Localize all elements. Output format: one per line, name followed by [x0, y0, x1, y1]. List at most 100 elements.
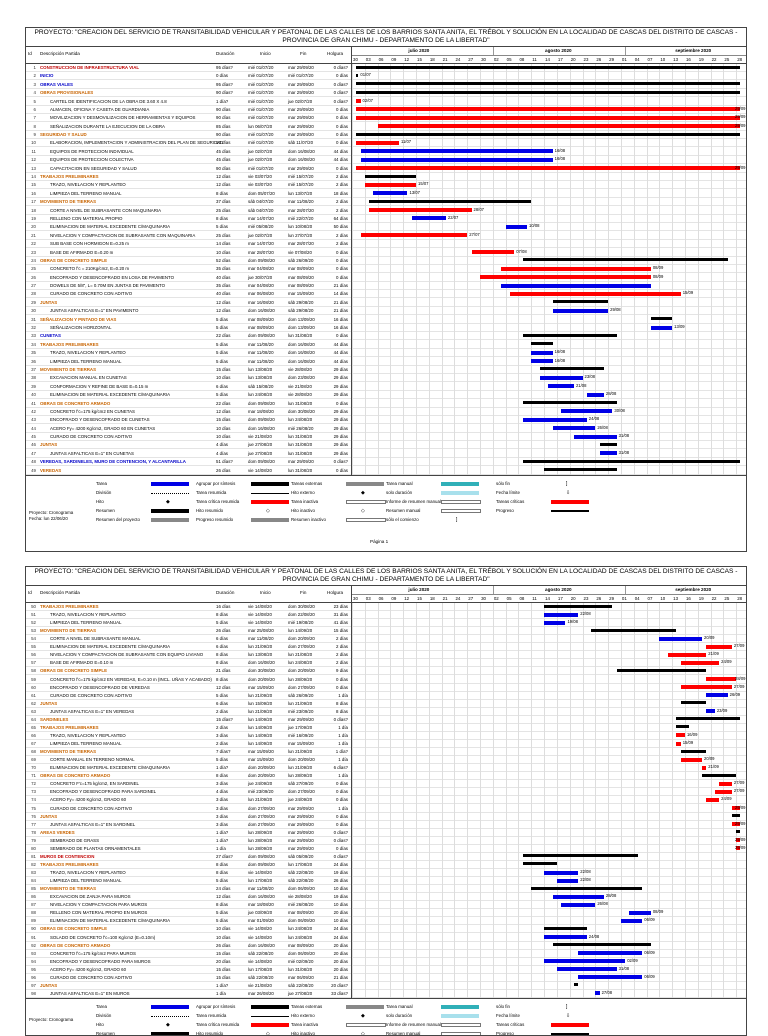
- gantt-bar[interactable]: [736, 838, 741, 843]
- task-row[interactable]: 20 ELIMINACION DE MATERIAL EXCEDENTE C/MA…: [26, 223, 746, 232]
- task-row[interactable]: 40 ELIMINACION DE MATERIAL EXCEDENTE C/MA…: [26, 391, 746, 400]
- task-row[interactable]: 86 EXCAVACION DE ZANJA PARA MUROS 12 días d…: [26, 893, 746, 902]
- task-row[interactable]: 8 SEÑALIZACION DURANTE LA EJECUCION DE LA…: [26, 123, 746, 131]
- task-row[interactable]: 21 NIVELACION Y COMPACTACION DE SUBRASANT…: [26, 232, 746, 240]
- gantt-bar[interactable]: [356, 107, 741, 112]
- gantt-bar[interactable]: [731, 806, 741, 811]
- task-row[interactable]: 84 LIMPIEZA DEL TERRENO MANUAL 5 días lun 1…: [26, 877, 746, 886]
- gantt-bar[interactable]: [360, 149, 553, 154]
- task-row[interactable]: 6 ALMACEN, OFICINA Y CASETA DE GUARDIANIA…: [26, 106, 746, 114]
- task-row[interactable]: 96 CURADO DE CONCRETO CON ADITIVO 15 días s…: [26, 974, 746, 982]
- gantt-bar[interactable]: [599, 451, 617, 456]
- task-row[interactable]: 13 CAPACITACION EN SEGURIDAD Y SALUD 90 dí…: [26, 165, 746, 173]
- task-row[interactable]: 53 MOVIMIENTO DE TIERRAS 26 días mar 25/08/…: [26, 627, 746, 636]
- gantt-bar[interactable]: [620, 918, 643, 923]
- task-row[interactable]: 78 AREAS VERDES 1 día? lun 28/09/20 mar 29/0…: [26, 829, 746, 837]
- task-row[interactable]: 39 CONFORMACION Y REFINE DE BASE E=0.15 m…: [26, 383, 746, 391]
- gantt-bar[interactable]: [706, 797, 720, 802]
- task-row[interactable]: 57 BASE DE AFIRMADO E=0.10 m 8 días dom 16/…: [26, 659, 746, 668]
- task-row[interactable]: 49 VEREDAS 26 días vie 14/08/20 lun 31/08/20…: [26, 467, 746, 475]
- task-row[interactable]: 66 TRAZO, NIVELACION Y REPLANTEO 3 días lun…: [26, 732, 746, 740]
- gantt-bar[interactable]: [680, 757, 703, 762]
- task-row[interactable]: 59 CONCRETO f'c=175 kg/cm2 EN VEREDAS, E=…: [26, 676, 746, 684]
- task-row[interactable]: 72 CONCRETO F'c=175 kg/cm2, EN SARDINEL 3 …: [26, 780, 746, 789]
- task-row[interactable]: 67 LIMPIEZA DEL TERRENO MANUAL 2 días lun 1…: [26, 740, 746, 749]
- task-row[interactable]: 92 OBRAS DE CONCRETO ARMADO 26 días dom 16/…: [26, 942, 746, 950]
- gantt-bar[interactable]: [706, 677, 737, 682]
- task-row[interactable]: 24 OBRAS DE CONCRETO SIMPLE 52 días dom 09/…: [26, 257, 746, 265]
- gantt-bar[interactable]: [471, 250, 515, 255]
- gantt-bar[interactable]: [599, 442, 617, 446]
- task-row[interactable]: 56 NIVELACION Y COMPACTACION DE SUBRASANT…: [26, 651, 746, 660]
- task-row[interactable]: 30 JUNTAS ASFALTICAS E=1" EN PAVIMENTO 12 …: [26, 307, 746, 316]
- task-row[interactable]: 26 ENCOFRADO Y DESENCOFRADO EN LOSA DE PA…: [26, 274, 746, 282]
- task-row[interactable]: 88 RELLENO CON MATERIAL PROPIO EN MUROS 5 …: [26, 909, 746, 918]
- task-row[interactable]: 55 ELIMINACION DE MATERIAL EXCEDENTE C/MA…: [26, 643, 746, 652]
- task-row[interactable]: 47 JUNTAS ASFALTICAS E=1" EN CUNETAS 4 día…: [26, 450, 746, 458]
- task-row[interactable]: 70 ELIMINACION DE MATERIAL EXCEDENTE C/MA…: [26, 764, 746, 773]
- gantt-bar[interactable]: [680, 685, 732, 690]
- task-row[interactable]: 61 CURADO DE CONCRETO CON ADITIVO 5 días lu…: [26, 692, 746, 700]
- task-row[interactable]: 5 CARTEL DE IDENTIFICACION DE LA OBRA DE …: [26, 98, 746, 106]
- gantt-bar[interactable]: [356, 140, 399, 145]
- gantt-bar[interactable]: [552, 300, 609, 304]
- task-row[interactable]: 74 ACERO Fy= 4200 Kg/cm2, GRADO 60 3 días l…: [26, 796, 746, 805]
- gantt-bar[interactable]: [522, 258, 728, 262]
- gantt-bar[interactable]: [356, 99, 361, 104]
- task-row[interactable]: 31 SEÑALIZACION Y PINTADO DE VIAS 5 días ma…: [26, 316, 746, 324]
- task-row[interactable]: 80 SEMBRADO DE PLANTAS ORNAMENTALES 1 día l…: [26, 845, 746, 853]
- gantt-bar[interactable]: [501, 283, 651, 288]
- gantt-bar[interactable]: [706, 693, 728, 698]
- task-row[interactable]: 36 LIMPIEZA DEL TERRENO MANUAL 5 días mar 1…: [26, 358, 746, 366]
- task-row[interactable]: 52 LIMPIEZA DEL TERRENO MANUAL 5 días vie 1…: [26, 619, 746, 628]
- task-row[interactable]: 44 ACERO Fy= 4200 Kg/cm2, GRADO 60 EN CUN…: [26, 425, 746, 433]
- gantt-bar[interactable]: [356, 65, 741, 69]
- gantt-bar[interactable]: [650, 317, 673, 321]
- task-row[interactable]: 95 ACERO Fy= 4200 Kg/cm2, GRADO 60 15 días…: [26, 966, 746, 974]
- task-row[interactable]: 73 ENCOFRADO Y DESENCOFRADO PARA SARDINEL…: [26, 788, 746, 797]
- gantt-bar[interactable]: [369, 208, 472, 213]
- task-row[interactable]: 41 OBRAS DE CONCRETO ARMADO 22 días dom 09/…: [26, 400, 746, 408]
- gantt-bar[interactable]: [522, 401, 617, 404]
- task-row[interactable]: 79 SEMBRADO DE GRASS 1 día? lun 28/09/20 mar…: [26, 837, 746, 845]
- gantt-bar[interactable]: [706, 709, 715, 714]
- gantt-bar[interactable]: [544, 870, 579, 875]
- task-row[interactable]: 16 LIMPIEZA DEL TERRENO MANUAL 8 días dom 0…: [26, 190, 746, 198]
- gantt-bar[interactable]: [616, 668, 707, 672]
- task-row[interactable]: 65 TRABAJOS PRELIMINARES 2 días lun 14/09/2…: [26, 724, 746, 732]
- gantt-bar[interactable]: [544, 959, 626, 964]
- gantt-bar[interactable]: [736, 830, 741, 834]
- gantt-bar[interactable]: [719, 781, 732, 786]
- gantt-bar[interactable]: [676, 717, 741, 721]
- task-row[interactable]: 87 NIVELACION Y COMPACTACION PARA MUROS 8 …: [26, 901, 746, 910]
- task-row[interactable]: 3 OBRAS VIALES 95 días? mié 01/07/20 mar 29/…: [26, 81, 746, 89]
- task-row[interactable]: 71 OBRAS DE CONCRETO ARMADO 8 días dom 20/0…: [26, 772, 746, 781]
- task-row[interactable]: 54 CORTE A NIVEL DE SUBRASANTE MANUAL 6 dí…: [26, 635, 746, 644]
- gantt-bar[interactable]: [522, 417, 587, 422]
- gantt-bar[interactable]: [539, 375, 583, 380]
- task-row[interactable]: 60 ENCOFRADO Y DESENCOFRADO DE VEREDAS 12 …: [26, 684, 746, 692]
- gantt-bar[interactable]: [552, 894, 604, 899]
- gantt-bar[interactable]: [522, 862, 557, 866]
- task-row[interactable]: 22 SUB BASE CON HORMIGON E=0.25 m 14 días m…: [26, 240, 746, 249]
- gantt-bar[interactable]: [360, 233, 468, 238]
- task-row[interactable]: 34 TRABAJOS PRELIMINARES 5 días mar 11/08/2…: [26, 341, 746, 349]
- task-row[interactable]: 97 JUNTAS 1 día? vie 21/08/20 sáb 22/08/20 20…: [26, 982, 746, 990]
- gantt-bar[interactable]: [522, 333, 617, 337]
- task-row[interactable]: 93 CONCRETO f'c=175 kg/cm2 PARA MUROS 15 d…: [26, 950, 746, 958]
- gantt-bar[interactable]: [522, 854, 638, 858]
- task-row[interactable]: 33 CUNETAS 22 días dom 09/08/20 lun 31/08/20…: [26, 332, 746, 341]
- task-row[interactable]: 25 CONCRETO f'c = 210Kg/cm2, E=0.20 m 35 d…: [26, 265, 746, 274]
- gantt-bar[interactable]: [578, 975, 643, 980]
- task-row[interactable]: 23 BASE DE AFIRMADO E=0.20 m 10 días mar 28…: [26, 249, 746, 257]
- gantt-bar[interactable]: [586, 392, 604, 397]
- gantt-bar[interactable]: [676, 733, 685, 738]
- task-row[interactable]: 17 MOVIMIENTO DE TIERRAS 37 días sáb 04/07/…: [26, 198, 746, 207]
- task-row[interactable]: 2 INICIO 0 días mié 01/07/20 mié 01/07/20 0 d…: [26, 72, 746, 81]
- gantt-bar[interactable]: [680, 660, 720, 665]
- task-row[interactable]: 98 JUNTAS ASFALTICAS E=1" EN MUROS 1 día ma…: [26, 990, 746, 998]
- task-row[interactable]: 62 JUNTAS 6 días lun 15/09/20 lun 21/09/20 8 …: [26, 700, 746, 708]
- task-row[interactable]: 58 OBRAS DE CONCRETO SIMPLE 21 días dom 30/…: [26, 667, 746, 676]
- gantt-bar[interactable]: [680, 701, 707, 705]
- gantt-bar[interactable]: [702, 773, 737, 777]
